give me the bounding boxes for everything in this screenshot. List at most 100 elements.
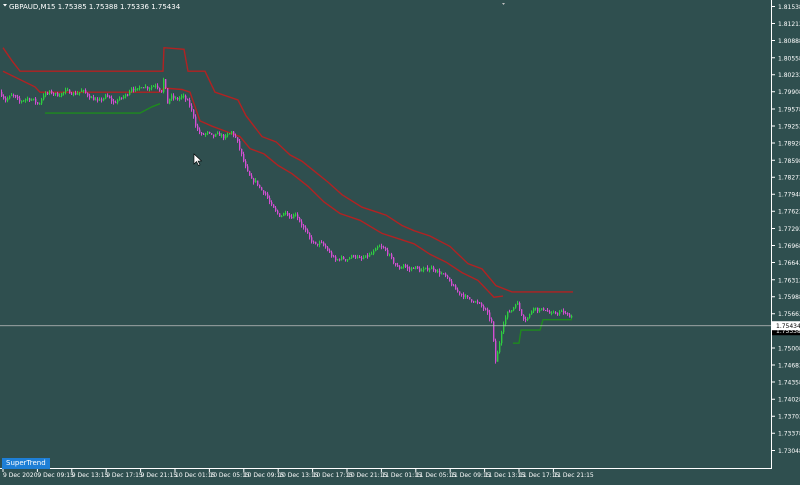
candle — [519, 301, 521, 312]
candle — [331, 250, 333, 258]
bid-price-tag-bg — [772, 321, 800, 331]
candle — [467, 294, 469, 299]
time-tick-label: 10 Dec 09:15 — [244, 472, 285, 479]
candle — [363, 255, 365, 260]
candle — [537, 307, 539, 314]
candle — [93, 94, 95, 101]
candle — [191, 103, 193, 112]
candle — [173, 93, 175, 101]
time-scale[interactable]: 9 Dec 2020 9 Dec 09:159 Dec 13:159 Dec 17… — [2, 469, 594, 479]
candle — [247, 164, 249, 172]
candle — [313, 240, 315, 244]
candle — [385, 246, 387, 252]
ask-price-tag: 1.75338 — [776, 328, 800, 335]
time-tick-label: 11 Dec 17:15 — [519, 472, 560, 479]
candle — [111, 95, 113, 104]
candle — [469, 297, 471, 300]
time-tick-label: 11 Dec 09:15 — [450, 472, 491, 479]
mouse-cursor-icon — [193, 153, 203, 166]
candle — [419, 266, 421, 273]
candle — [49, 90, 51, 96]
candle — [175, 96, 177, 100]
candle — [539, 308, 541, 313]
candle — [165, 78, 167, 90]
candle — [209, 131, 211, 135]
candle — [405, 263, 407, 268]
candle — [91, 95, 93, 99]
bid-price-tag: 1.75434 — [776, 323, 800, 330]
candle — [553, 310, 555, 314]
candle — [509, 309, 511, 313]
candle — [567, 312, 569, 316]
candle — [251, 173, 253, 179]
shift-marker-icon[interactable] — [502, 3, 505, 5]
price-tick-label: 1.80558 — [778, 55, 800, 62]
chevron-down-icon[interactable] — [3, 4, 7, 7]
candle — [517, 300, 519, 305]
price-tick-label: 1.81213 — [778, 21, 800, 28]
price-tick-label: 1.75008 — [778, 345, 800, 352]
candle — [293, 213, 295, 219]
candle — [105, 93, 107, 100]
candle — [1, 89, 3, 97]
candle — [415, 266, 417, 270]
price-tick-label: 1.77948 — [778, 192, 800, 199]
candle — [555, 311, 557, 315]
candle — [485, 307, 487, 311]
candle — [107, 93, 109, 98]
candle — [255, 178, 257, 183]
candle — [225, 133, 227, 140]
candle — [423, 266, 425, 273]
candle — [143, 87, 145, 89]
candle — [475, 300, 477, 303]
candle — [285, 210, 287, 216]
candle — [37, 101, 39, 105]
candle — [417, 265, 419, 270]
candle — [249, 170, 251, 176]
candle — [135, 86, 137, 93]
candle — [241, 148, 243, 157]
price-tick-label: 1.77623 — [778, 209, 800, 216]
candle — [495, 338, 497, 364]
candle — [323, 241, 325, 247]
candle — [281, 215, 283, 218]
candle — [483, 304, 485, 312]
candle — [387, 247, 389, 257]
candle — [361, 255, 363, 261]
time-tick-label: 11 Dec 01:15 — [381, 472, 422, 479]
candle — [525, 316, 527, 323]
indicator-label[interactable]: SuperTrend — [2, 458, 50, 469]
candle — [359, 255, 361, 259]
candle — [43, 93, 45, 101]
candle — [119, 96, 121, 101]
candle — [243, 151, 245, 163]
candle — [227, 132, 229, 138]
candle — [201, 132, 203, 136]
candle — [233, 130, 235, 138]
candle — [351, 254, 353, 259]
candle — [103, 97, 105, 102]
candle — [487, 307, 489, 315]
candle — [491, 317, 493, 324]
candle — [171, 93, 173, 101]
candle — [55, 92, 57, 97]
time-tick-label: 9 Dec 13:15 — [72, 472, 109, 479]
candle — [187, 98, 189, 101]
candle — [541, 308, 543, 311]
candle — [115, 100, 117, 104]
candle — [433, 265, 435, 272]
price-scale[interactable]: 1.81538 1.81213 1.80888 1.80558 1.80233 1.799… — [771, 4, 800, 455]
candle — [421, 268, 423, 272]
candle — [337, 258, 339, 261]
candle — [17, 94, 19, 100]
candle — [551, 311, 553, 316]
time-tick-label: 11 Dec 21:15 — [553, 472, 594, 479]
candle — [41, 97, 43, 106]
candle — [287, 210, 289, 217]
candle — [503, 321, 505, 334]
candle — [211, 133, 213, 135]
candle — [7, 96, 9, 103]
